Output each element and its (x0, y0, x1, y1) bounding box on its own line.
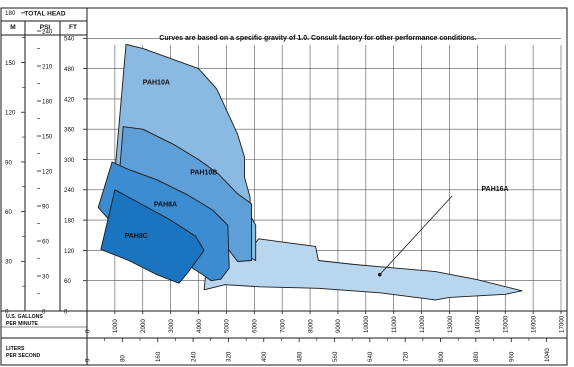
ft-tick-label: 60 (64, 278, 71, 285)
gpm-tick-label: 10000 (363, 315, 370, 333)
ft-tick-label: 300 (64, 157, 75, 164)
psi-tick-label: 240 (42, 28, 53, 35)
lps-tick-label: 880 (473, 351, 480, 362)
psi-tick-label: 180 (42, 98, 53, 105)
curve-label-pah10a: PAH10A (143, 79, 170, 86)
lps-tick-label: 1040 (544, 348, 551, 362)
m-tick-label: 180 (5, 10, 16, 17)
curve-label-pah16a: PAH16A (482, 186, 509, 193)
ft-tick-label: 240 (64, 187, 75, 194)
m-tick-label: 30 (5, 259, 12, 266)
gpm-tick-label: 1000 (112, 319, 119, 333)
m-tick-label: 120 (5, 110, 16, 117)
m-column-header: M (10, 24, 15, 31)
psi-tick-label: 120 (42, 168, 53, 175)
ft-tick-label: 180 (64, 218, 75, 225)
outer-border (0, 7, 568, 366)
gpm-tick-label: 2000 (140, 319, 147, 333)
axes: 0601201802403003604204805400306090120150… (5, 10, 565, 362)
lps-tick-label: 400 (261, 351, 268, 362)
ft-tick-label: 540 (64, 36, 75, 43)
lps-tick-label: 640 (367, 351, 374, 362)
curve-label-pah10b: PAH10B (190, 170, 217, 177)
ft-tick-label: 360 (64, 127, 75, 134)
curve-area-pah8c (100, 189, 205, 284)
m-tick-label: 150 (5, 60, 16, 67)
psi-tick-label: 210 (42, 63, 53, 70)
psi-tick-label: 90 (42, 203, 49, 210)
curve-label-pointer (379, 195, 453, 275)
curve-area-pah16a (203, 238, 523, 301)
gpm-tick-label: 15000 (503, 315, 510, 333)
ft-tick-label: 120 (64, 248, 75, 255)
lps-tick-label: 320 (226, 351, 233, 362)
psi-tick-label: 30 (42, 273, 49, 280)
m-tick-label: 0 (5, 308, 9, 315)
gpm-tick-label: 7000 (279, 319, 286, 333)
curve-label-pah8c: PAH8C (125, 233, 148, 240)
lps-tick-label: 0 (84, 358, 91, 362)
psi-tick-label: 0 (42, 308, 46, 315)
lps-tick-label: 480 (296, 351, 303, 362)
curve-label-pah8a: PAH8A (154, 202, 177, 209)
lps-tick-label: 800 (438, 351, 445, 362)
gpm-axis-label: U.S. GALLONS PER MINUTE (6, 314, 44, 327)
gpm-tick-label: 12000 (419, 315, 426, 333)
ft-tick-label: 480 (64, 66, 75, 73)
gpm-tick-label: 16000 (530, 315, 537, 333)
gpm-tick-label: 13000 (447, 315, 454, 333)
gpm-tick-label: 17000 (558, 315, 565, 333)
gpm-tick-label: 9000 (335, 319, 342, 333)
lps-tick-label: 240 (190, 351, 197, 362)
psi-column-header: PSI (40, 24, 51, 31)
gpm-tick-label: 3000 (168, 319, 175, 333)
gpm-tick-label: 0 (84, 329, 91, 333)
lps-axis-label: LITERS PER SECOND (6, 346, 41, 359)
psi-tick-label: 150 (42, 133, 53, 140)
gpm-tick-label: 4000 (196, 319, 203, 333)
m-tick-label: 60 (5, 209, 12, 216)
gpm-tick-label: 6000 (252, 319, 259, 333)
gpm-tick-label: 5000 (224, 319, 231, 333)
ft-tick-label: 0 (64, 308, 68, 315)
curve-labels: PAH16A PAH10A PAH10B PAH8A PAH8C (125, 79, 509, 277)
lps-tick-label: 80 (120, 355, 127, 362)
curve-label-pointer-dot (377, 272, 382, 277)
lps-tick-label: 160 (155, 351, 162, 362)
curve-areas (97, 43, 523, 301)
psi-tick-label: 60 (42, 238, 49, 245)
ft-tick-label: 420 (64, 96, 75, 103)
total-head-header: TOTAL HEAD (24, 11, 65, 18)
m-tick-label: 90 (5, 159, 12, 166)
chart-frame (0, 7, 568, 366)
gpm-tick-label: 14000 (475, 315, 482, 333)
lps-tick-label: 960 (509, 351, 516, 362)
gpm-tick-label: 8000 (307, 319, 314, 333)
ft-column-header: FT (69, 24, 77, 31)
gpm-tick-label: 11000 (391, 316, 398, 333)
lps-tick-label: 560 (332, 351, 339, 362)
lps-tick-label: 720 (402, 351, 409, 362)
chart-title: Curves are based on a specific gravity o… (159, 35, 476, 42)
